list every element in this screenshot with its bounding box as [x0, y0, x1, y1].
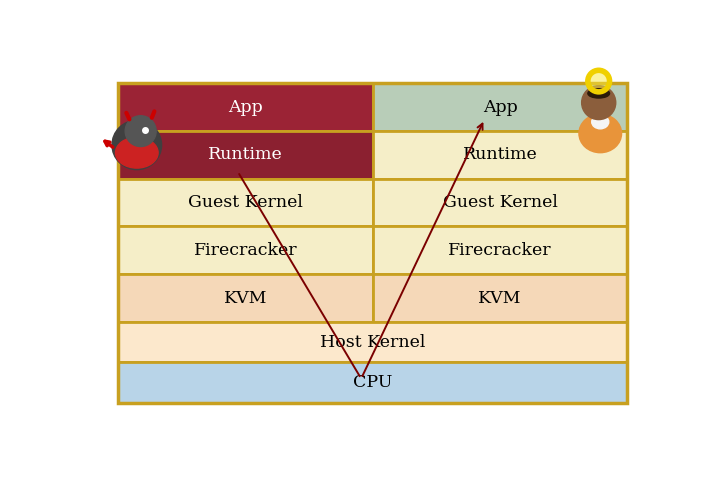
Text: Runtime: Runtime — [463, 146, 537, 163]
Text: Firecracker: Firecracker — [448, 242, 552, 259]
Bar — [373, 179, 628, 227]
Text: CPU: CPU — [353, 374, 393, 391]
Bar — [118, 322, 628, 363]
FancyArrowPatch shape — [105, 141, 113, 147]
Bar — [373, 131, 628, 179]
Text: Host Kernel: Host Kernel — [320, 334, 425, 351]
Text: App: App — [228, 99, 263, 116]
Bar — [373, 83, 628, 131]
Bar — [118, 274, 373, 322]
Bar — [118, 363, 628, 403]
Bar — [373, 274, 628, 322]
Bar — [118, 179, 373, 227]
Bar — [118, 227, 373, 274]
Ellipse shape — [579, 114, 621, 153]
Bar — [118, 83, 628, 403]
FancyArrowPatch shape — [152, 112, 154, 118]
Text: KVM: KVM — [224, 290, 267, 307]
Text: Guest Kernel: Guest Kernel — [188, 194, 303, 211]
FancyArrowPatch shape — [126, 113, 129, 120]
Text: Runtime: Runtime — [208, 146, 283, 163]
Text: KVM: KVM — [479, 290, 522, 307]
Text: App: App — [483, 99, 518, 116]
Ellipse shape — [591, 115, 608, 129]
Bar — [373, 227, 628, 274]
Ellipse shape — [588, 89, 610, 98]
Circle shape — [589, 71, 608, 91]
Circle shape — [125, 116, 156, 146]
Circle shape — [112, 121, 162, 170]
Circle shape — [581, 86, 616, 120]
Text: Firecracker: Firecracker — [194, 242, 297, 259]
Text: Guest Kernel: Guest Kernel — [442, 194, 557, 211]
Bar — [118, 131, 373, 179]
Ellipse shape — [116, 137, 158, 168]
Bar — [118, 83, 373, 131]
